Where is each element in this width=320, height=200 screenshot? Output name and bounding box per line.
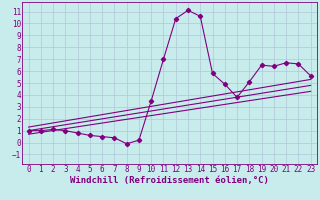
X-axis label: Windchill (Refroidissement éolien,°C): Windchill (Refroidissement éolien,°C): [70, 176, 269, 185]
